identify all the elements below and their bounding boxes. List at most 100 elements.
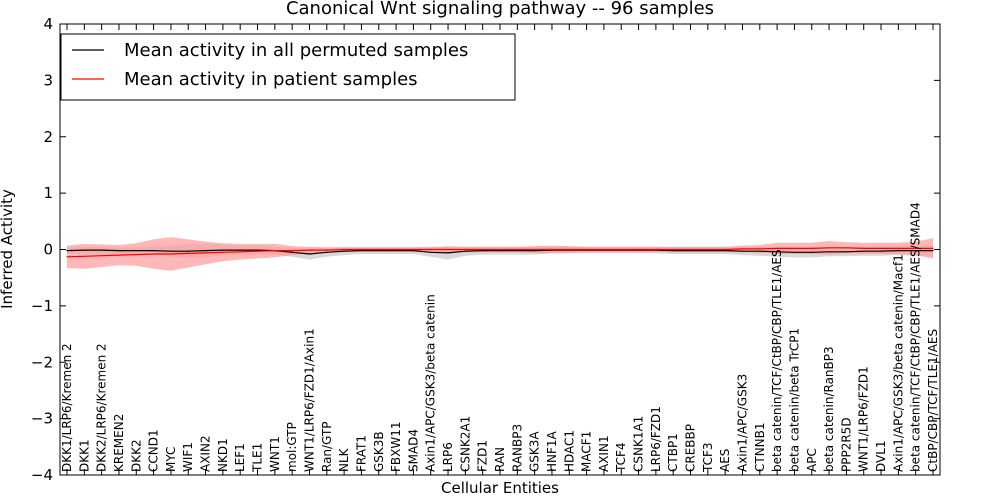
point-series-0-16 [343, 250, 345, 252]
y-tick-label-0: 4 [43, 15, 53, 33]
x-category-label-2: DKK2/LRP6/Kremen 2 [95, 343, 109, 472]
point-series-1-6 [170, 253, 172, 255]
point-series-1-20 [412, 248, 414, 251]
point-series-0-47 [880, 250, 882, 252]
x-category-label-11: TLE1 [251, 443, 265, 473]
point-series-0-44 [828, 251, 830, 253]
point-series-0-11 [256, 249, 259, 251]
point-series-1-12 [274, 250, 276, 252]
x-category-label-18: GSK3B [372, 431, 386, 472]
point-series-1-1 [83, 255, 85, 257]
point-series-1-29 [568, 248, 570, 251]
point-series-0-18 [378, 250, 380, 252]
point-series-1-0 [66, 256, 68, 258]
point-series-0-10 [239, 249, 241, 251]
point-series-0-0 [66, 250, 68, 252]
x-category-label-23: CSNK2A1 [458, 416, 472, 472]
point-series-0-9 [222, 249, 224, 251]
point-series-1-40 [759, 248, 761, 250]
point-series-0-22 [447, 252, 449, 254]
x-category-label-44: beta catenin/RanBP3 [822, 346, 836, 472]
point-series-0-14 [308, 253, 311, 255]
point-series-1-30 [586, 248, 588, 251]
x-category-label-19: FBXW11 [389, 422, 403, 473]
point-series-0-13 [291, 251, 293, 253]
x-category-label-39: Axin1/APC/GSK3 [736, 374, 750, 472]
x-category-label-17: FRAT1 [354, 435, 368, 472]
point-series-1-48 [897, 247, 900, 249]
point-series-0-41 [776, 251, 778, 253]
x-category-label-45: PPP2R5D [839, 417, 853, 472]
x-category-label-31: AXIN1 [597, 435, 611, 472]
point-series-1-44 [828, 247, 830, 249]
x-category-label-24: FZD1 [476, 440, 490, 472]
point-series-1-11 [256, 250, 259, 252]
legend: Mean activity in all permuted samples Me… [60, 33, 516, 101]
uncertainty-bands [67, 237, 933, 271]
point-series-1-25 [499, 248, 501, 251]
y-tick-label-8: −4 [31, 466, 53, 484]
x-category-label-41: beta catenin/TCF/CtBP/CBP/TLE1/AES [770, 249, 784, 472]
point-series-1-10 [239, 251, 241, 253]
x-category-label-42: beta catenin/beta TrCP1 [787, 328, 801, 472]
point-series-0-35 [672, 250, 674, 252]
x-category-label-49: beta catenin/TCF/CtBP/CBP/TLE1/AES/SMAD4 [909, 202, 923, 472]
point-series-0-48 [897, 250, 900, 252]
x-category-label-9: NKD1 [216, 438, 230, 472]
point-series-1-23 [464, 248, 466, 251]
y-tick-label-2: 2 [43, 128, 53, 146]
x-category-label-22: LRP6 [441, 442, 455, 472]
point-series-1-2 [101, 255, 103, 257]
point-series-0-23 [464, 250, 466, 252]
point-series-1-42 [793, 247, 796, 249]
point-series-1-7 [187, 252, 189, 254]
point-series-1-5 [153, 253, 155, 255]
point-series-0-5 [153, 250, 155, 252]
point-series-1-34 [655, 248, 657, 251]
point-series-0-42 [793, 251, 796, 253]
x-category-label-29: HDAC1 [562, 430, 576, 472]
point-series-1-39 [741, 248, 744, 250]
point-series-1-22 [447, 248, 449, 251]
point-series-1-47 [880, 247, 882, 249]
chart-title: Canonical Wnt signaling pathway -- 96 sa… [286, 0, 714, 19]
x-category-label-12: WNT1 [268, 436, 282, 472]
point-series-0-19 [395, 250, 397, 252]
point-series-1-19 [395, 248, 397, 251]
point-series-0-1 [83, 249, 85, 251]
point-series-1-28 [551, 248, 553, 251]
point-series-1-18 [378, 248, 380, 251]
point-series-0-37 [707, 250, 709, 252]
series-lines [66, 247, 934, 258]
x-category-label-26: RANBP3 [510, 424, 524, 472]
point-series-1-17 [360, 248, 362, 251]
legend-box [60, 33, 516, 101]
point-series-1-31 [603, 248, 605, 251]
y-tick-label-7: −3 [31, 410, 53, 428]
x-axis: DKK1/LRP6/Kremen 2 DKK1 DKK2/LRP6/Kremen 2… [60, 24, 940, 475]
point-series-1-43 [811, 247, 813, 249]
x-category-label-6: MYC [164, 447, 178, 472]
point-series-1-35 [672, 248, 674, 251]
x-category-label-1: DKK1 [77, 439, 91, 472]
point-series-1-27 [534, 248, 536, 251]
x-category-label-16: NLK [337, 447, 351, 472]
y-tick-label-1: 3 [43, 71, 53, 89]
point-series-0-45 [845, 251, 848, 253]
x-category-label-13: mol:GTP [285, 422, 299, 472]
point-series-0-20 [412, 250, 414, 252]
point-series-1-32 [620, 248, 622, 251]
x-category-label-14: WNT1/LRP6/FZD1/Axin1 [303, 328, 317, 472]
point-series-1-24 [482, 248, 484, 251]
point-series-0-49 [915, 250, 917, 252]
x-category-label-38: AES [718, 449, 732, 472]
point-series-0-3 [118, 250, 120, 252]
point-series-1-8 [205, 252, 207, 254]
point-series-1-49 [915, 247, 917, 249]
point-series-0-39 [741, 250, 744, 252]
point-series-1-14 [308, 249, 311, 251]
point-series-1-36 [689, 248, 692, 251]
x-category-label-0: DKK1/LRP6/Kremen 2 [60, 343, 74, 472]
x-category-label-47: DVL1 [874, 440, 888, 472]
